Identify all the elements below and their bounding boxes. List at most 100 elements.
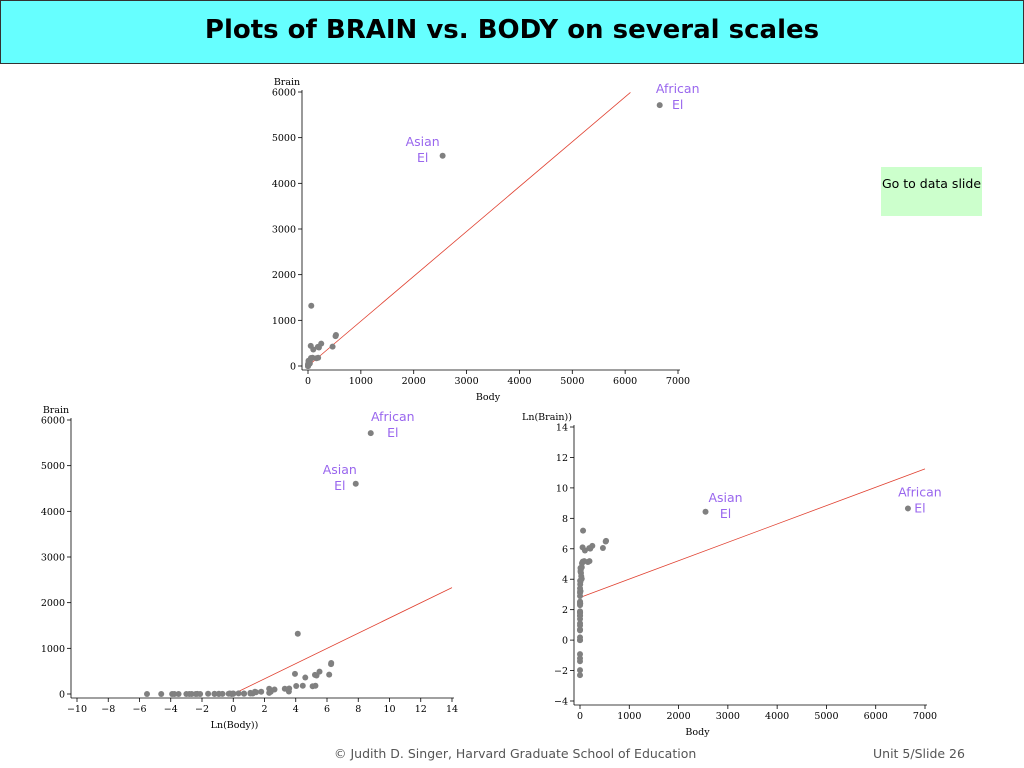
- data-point: [286, 685, 293, 692]
- footer-copyright: © Judith D. Singer, Harvard Graduate Sch…: [334, 746, 697, 761]
- data-point: [577, 672, 584, 679]
- x-tick-label: 4000: [507, 376, 531, 387]
- data-point: [580, 527, 587, 534]
- x-tick-label: −8: [101, 704, 115, 715]
- x-tick-label: 2: [261, 704, 267, 715]
- point-annotation: Asian: [406, 134, 440, 149]
- fit-line: [579, 468, 926, 598]
- x-tick-label: 0: [305, 376, 311, 387]
- data-point: [310, 346, 317, 353]
- data-point: [315, 354, 322, 361]
- x-tick-label: −6: [132, 704, 146, 715]
- x-tick-label: 1000: [617, 711, 641, 722]
- x-tick-label: 4000: [765, 711, 789, 722]
- chart-ln-brain-vs-body: 0 1000 2000 3000 4000 5000 6000 7000 −4 −2 0 2 4 6 8 10…: [522, 412, 942, 738]
- y-axis-label: Brain: [274, 77, 300, 88]
- chart-brain-vs-ln-body: −10 −8 −6 −4 −2 0 2 4 6 8 10 12 14 0 1000 2000 3000 4000 5…: [41, 405, 458, 731]
- data-point: [183, 690, 190, 697]
- go-to-data-slide-button[interactable]: Go to data slide: [881, 167, 982, 216]
- y-tick-label: 2000: [272, 270, 296, 281]
- data-point: [589, 542, 596, 549]
- data-point: [904, 505, 911, 512]
- x-tick-label: 7000: [913, 711, 937, 722]
- fit-line: [307, 92, 631, 367]
- x-tick-label: 4: [293, 704, 299, 715]
- data-point: [326, 671, 333, 678]
- point-annotation: El: [387, 425, 398, 440]
- data-point: [215, 690, 222, 697]
- x-tick-label: 14: [446, 704, 458, 715]
- point-annotation: El: [720, 506, 731, 521]
- y-tick-label: 6000: [272, 88, 296, 99]
- data-point: [241, 690, 248, 697]
- y-axis-label: Brain: [43, 405, 69, 416]
- data-point: [308, 302, 315, 309]
- data-point: [577, 655, 584, 662]
- x-tick-label: −10: [67, 704, 87, 715]
- data-point: [332, 331, 339, 338]
- y-tick-label: 0: [59, 690, 65, 701]
- data-point: [367, 430, 374, 437]
- data-point: [318, 340, 325, 347]
- point-annotation: Asian: [323, 462, 357, 477]
- point-annotation: El: [334, 478, 345, 493]
- chart-brain-vs-body: 0 1000 2000 3000 4000 5000 6000 7000 0 1000 2000 30…: [272, 77, 700, 403]
- point-annotation: Asian: [708, 490, 742, 505]
- data-point: [577, 585, 584, 592]
- y-tick-label: −4: [554, 697, 568, 708]
- data-point: [329, 343, 336, 350]
- x-tick-label: 7000: [666, 376, 690, 387]
- data-point: [312, 682, 319, 689]
- x-tick-label: 5000: [560, 376, 584, 387]
- fit-line: [233, 587, 453, 695]
- x-tick-label: 1000: [349, 376, 373, 387]
- x-tick-label: −2: [195, 704, 209, 715]
- point-annotation: African: [656, 81, 700, 96]
- y-tick-label: 14: [556, 423, 568, 434]
- x-tick-label: 6000: [864, 711, 888, 722]
- x-tick-label: 3000: [454, 376, 478, 387]
- x-tick-label: 12: [415, 704, 427, 715]
- point-annotation: El: [914, 500, 925, 515]
- x-tick-label: 0: [577, 711, 583, 722]
- point-annotation: African: [898, 484, 942, 499]
- data-point: [603, 537, 610, 544]
- x-axis-label: Body: [685, 727, 710, 738]
- data-point: [175, 690, 182, 697]
- data-point: [230, 690, 237, 697]
- data-point: [171, 690, 178, 697]
- point-annotation: El: [417, 150, 428, 165]
- data-point: [299, 682, 306, 689]
- x-tick-label: 6000: [613, 376, 637, 387]
- x-tick-label: 8: [355, 704, 361, 715]
- data-point: [158, 690, 165, 697]
- y-tick-label: 5000: [41, 461, 65, 472]
- data-point: [281, 685, 288, 692]
- x-tick-label: 0: [230, 704, 236, 715]
- data-point: [577, 578, 584, 585]
- data-point: [293, 683, 300, 690]
- data-point: [197, 690, 204, 697]
- y-tick-label: 1000: [272, 316, 296, 327]
- data-point: [192, 690, 199, 697]
- y-tick-label: 10: [556, 483, 568, 494]
- y-tick-label: 6: [562, 544, 568, 555]
- data-point: [577, 589, 584, 596]
- x-tick-label: 5000: [814, 711, 838, 722]
- x-tick-label: 3000: [716, 711, 740, 722]
- data-point: [266, 689, 273, 696]
- y-tick-label: 1000: [41, 644, 65, 655]
- y-tick-label: 0: [562, 636, 568, 647]
- x-axis-label: Ln(Body)): [211, 720, 259, 731]
- data-point: [577, 568, 584, 575]
- y-tick-label: 2: [562, 605, 568, 616]
- point-annotation: El: [672, 97, 683, 112]
- y-tick-label: 4000: [272, 179, 296, 190]
- data-point: [578, 573, 585, 580]
- y-tick-label: −2: [554, 666, 568, 677]
- y-tick-label: 4000: [41, 507, 65, 518]
- data-point: [586, 558, 593, 565]
- footer-slide-number: Unit 5/Slide 26: [873, 746, 965, 761]
- title-bar: Plots of BRAIN vs. BODY on several scale…: [0, 0, 1024, 64]
